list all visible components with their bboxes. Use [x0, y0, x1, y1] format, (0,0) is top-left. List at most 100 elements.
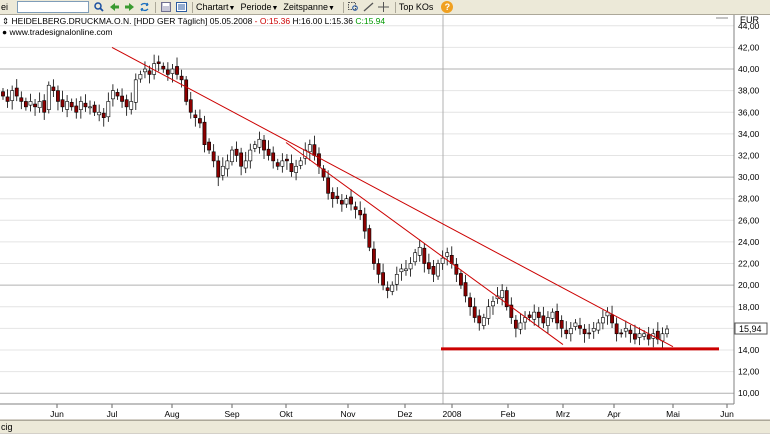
candle — [88, 100, 92, 115]
search-icon[interactable] — [92, 1, 106, 13]
candle — [665, 325, 669, 338]
x-tick-label: Jul — [107, 409, 118, 419]
candle — [115, 88, 120, 100]
chevron-down-icon: ▼ — [327, 5, 335, 12]
x-axis: Jun Jul Aug Sep Okt Nov Dez 2008 Feb Mrz Apr Mai Jun — [50, 404, 734, 419]
candle — [568, 321, 573, 342]
y-tick-label: 36,00 — [738, 107, 760, 117]
x-tick-label: Aug — [164, 409, 179, 419]
candle — [101, 108, 106, 127]
candle — [367, 224, 372, 252]
candle — [211, 144, 216, 168]
candle — [37, 92, 42, 113]
candle — [381, 263, 385, 291]
candle — [468, 292, 472, 316]
y-tick-label: 12,00 — [738, 367, 760, 377]
candle — [202, 115, 207, 153]
chartart-menu[interactable]: Chartart▼ — [196, 2, 236, 12]
candle — [440, 250, 445, 270]
chart-panel[interactable]: 10,0012,0014,0016,0018,0020,0022,0024,00… — [0, 15, 770, 419]
y-tick-label: 32,00 — [738, 150, 760, 160]
trendlines — [111, 46, 719, 351]
toolbar-fragment-label: ei — [1, 2, 9, 12]
svg-text:15,94: 15,94 — [739, 324, 762, 334]
y-tick-label: 10,00 — [738, 388, 760, 398]
candle — [69, 98, 74, 111]
candle — [541, 306, 546, 329]
candle — [248, 143, 253, 169]
x-tick-label: Mrz — [556, 409, 570, 419]
forward-arrow-icon[interactable] — [122, 1, 136, 13]
candle — [289, 154, 294, 177]
crosshair-icon[interactable] — [377, 1, 391, 13]
candle — [10, 85, 15, 110]
toolbar-separator — [342, 1, 344, 13]
candlesticks — [1, 54, 669, 349]
y-tick-label: 24,00 — [738, 237, 760, 247]
save-icon[interactable] — [159, 1, 173, 13]
y-tick-label: 28,00 — [738, 194, 760, 204]
candle — [573, 319, 578, 331]
candle — [138, 70, 143, 83]
toolbar-separator — [155, 1, 156, 13]
y-tick-label: 22,00 — [738, 259, 760, 269]
chevron-down-icon: ▼ — [228, 5, 236, 12]
candle — [417, 239, 422, 262]
candle — [184, 76, 189, 106]
candle — [349, 189, 353, 211]
candle — [262, 135, 266, 160]
toolbar-separator — [394, 1, 396, 13]
candle — [252, 140, 257, 153]
candle — [532, 304, 537, 326]
candle — [56, 85, 60, 111]
x-tick-label: Nov — [340, 409, 356, 419]
candle — [404, 259, 408, 276]
candle — [564, 321, 569, 339]
candle — [619, 329, 624, 338]
candle — [225, 154, 230, 177]
candle — [509, 297, 514, 324]
y-tick-label: 14,00 — [738, 345, 760, 355]
candle — [555, 303, 559, 330]
top-kos-button[interactable]: Top KOs — [398, 2, 434, 12]
candle — [513, 315, 518, 338]
candle — [459, 269, 463, 289]
x-tick-label: Mai — [666, 409, 680, 419]
x-tick-label: Jun — [720, 409, 734, 419]
candle — [78, 96, 83, 119]
x-tick-label: Jun — [50, 409, 64, 419]
candle — [120, 88, 124, 108]
candle — [51, 79, 56, 98]
candle — [408, 257, 413, 277]
y-tick-label: 18,00 — [738, 302, 760, 312]
y-tick-label: 20,00 — [738, 280, 760, 290]
candle — [275, 158, 280, 171]
candle — [546, 311, 550, 334]
candle — [372, 241, 376, 270]
candle — [518, 313, 523, 335]
candle — [596, 319, 601, 334]
candle — [207, 138, 211, 154]
symbol-search-input[interactable] — [17, 1, 89, 13]
help-icon[interactable]: ? — [441, 1, 454, 13]
source-label: ● www.tradesignalonline.com — [2, 27, 113, 37]
candle — [472, 297, 477, 323]
draw-line-icon[interactable] — [362, 1, 376, 13]
candle — [335, 187, 340, 204]
candle — [426, 253, 431, 275]
chart-settings-icon[interactable] — [174, 1, 188, 13]
candle — [1, 87, 5, 100]
candle — [143, 61, 147, 79]
candle — [83, 94, 88, 112]
candle — [413, 248, 418, 266]
zoom-area-icon[interactable] — [347, 1, 361, 13]
zeitspanne-menu[interactable]: Zeitspanne▼ — [283, 2, 335, 12]
plot-area — [0, 15, 734, 404]
y-tick-label: 38,00 — [738, 86, 760, 96]
candle — [637, 327, 642, 346]
candle — [477, 309, 482, 331]
candle — [578, 317, 582, 335]
refresh-icon[interactable] — [137, 1, 151, 13]
periode-menu[interactable]: Periode▼ — [240, 2, 279, 12]
back-arrow-icon[interactable] — [107, 1, 121, 13]
